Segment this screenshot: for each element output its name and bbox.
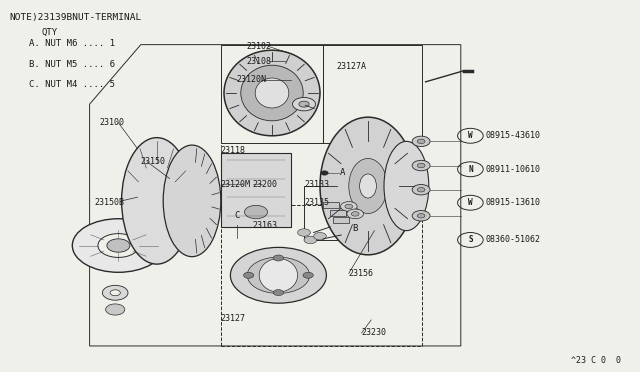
Text: C. NUT M4 .... 5: C. NUT M4 .... 5 — [29, 80, 115, 89]
Circle shape — [314, 232, 326, 240]
Text: A: A — [340, 169, 345, 177]
Ellipse shape — [255, 78, 289, 108]
Circle shape — [321, 171, 328, 175]
Circle shape — [412, 185, 430, 195]
Ellipse shape — [259, 259, 298, 292]
Text: QTY: QTY — [42, 28, 58, 37]
Text: 23135: 23135 — [304, 198, 329, 207]
Text: 23120M: 23120M — [221, 180, 251, 189]
Text: NOTE)23139BNUT-TERMINAL: NOTE)23139BNUT-TERMINAL — [10, 13, 142, 22]
Text: 23118: 23118 — [221, 146, 246, 155]
Text: W: W — [468, 198, 473, 207]
Circle shape — [345, 204, 353, 209]
Text: S: S — [468, 235, 473, 244]
Circle shape — [230, 247, 326, 303]
Ellipse shape — [224, 50, 320, 136]
Circle shape — [340, 202, 357, 211]
Circle shape — [298, 229, 310, 236]
Circle shape — [173, 192, 186, 199]
Circle shape — [412, 211, 430, 221]
Ellipse shape — [122, 138, 192, 264]
Text: B. NUT M5 .... 6: B. NUT M5 .... 6 — [29, 60, 115, 68]
Circle shape — [72, 219, 164, 272]
Text: 23200: 23200 — [253, 180, 278, 189]
Circle shape — [106, 304, 125, 315]
Circle shape — [303, 272, 314, 278]
Text: 23156: 23156 — [349, 269, 374, 278]
Text: N: N — [468, 165, 473, 174]
Text: 23163: 23163 — [253, 221, 278, 230]
Text: 23100: 23100 — [99, 118, 124, 127]
Circle shape — [299, 101, 309, 107]
Text: A. NUT M6 .... 1: A. NUT M6 .... 1 — [29, 39, 115, 48]
Text: W: W — [468, 131, 473, 140]
Circle shape — [417, 187, 425, 192]
Text: 23120N: 23120N — [237, 76, 267, 84]
Text: 23102: 23102 — [246, 42, 271, 51]
Text: B: B — [353, 224, 358, 233]
Circle shape — [247, 257, 310, 294]
Text: 08360-51062: 08360-51062 — [485, 235, 540, 244]
Circle shape — [98, 234, 139, 257]
Circle shape — [107, 239, 130, 252]
Circle shape — [273, 289, 284, 295]
Bar — [333, 217, 349, 223]
Ellipse shape — [360, 174, 376, 198]
Ellipse shape — [163, 145, 221, 257]
Text: 23127A: 23127A — [336, 62, 366, 71]
Circle shape — [417, 214, 425, 218]
Text: 08915-43610: 08915-43610 — [485, 131, 540, 140]
Circle shape — [351, 212, 359, 216]
Circle shape — [417, 139, 425, 144]
Text: 23133: 23133 — [304, 180, 329, 189]
Circle shape — [412, 136, 430, 147]
Text: 23230: 23230 — [362, 328, 387, 337]
Text: 23108: 23108 — [246, 57, 271, 66]
Circle shape — [417, 163, 425, 168]
Ellipse shape — [349, 158, 387, 214]
Circle shape — [110, 290, 120, 296]
Circle shape — [244, 205, 268, 219]
Ellipse shape — [384, 141, 429, 231]
Circle shape — [304, 236, 317, 244]
Ellipse shape — [241, 65, 303, 121]
Text: ^23 C 0  0: ^23 C 0 0 — [571, 356, 621, 365]
Bar — [323, 202, 339, 208]
Circle shape — [273, 255, 284, 261]
Bar — [221, 153, 291, 227]
Text: C: C — [234, 211, 239, 220]
Ellipse shape — [320, 117, 416, 255]
Circle shape — [292, 97, 316, 111]
Circle shape — [347, 209, 364, 219]
Text: 23150B: 23150B — [95, 198, 125, 207]
Text: 23150: 23150 — [141, 157, 166, 166]
Text: 23127: 23127 — [221, 314, 246, 323]
Text: 08911-10610: 08911-10610 — [485, 165, 540, 174]
Circle shape — [165, 187, 193, 203]
Bar — [330, 210, 346, 216]
Circle shape — [412, 160, 430, 171]
Circle shape — [102, 285, 128, 300]
Circle shape — [244, 272, 254, 278]
Text: 08915-13610: 08915-13610 — [485, 198, 540, 207]
